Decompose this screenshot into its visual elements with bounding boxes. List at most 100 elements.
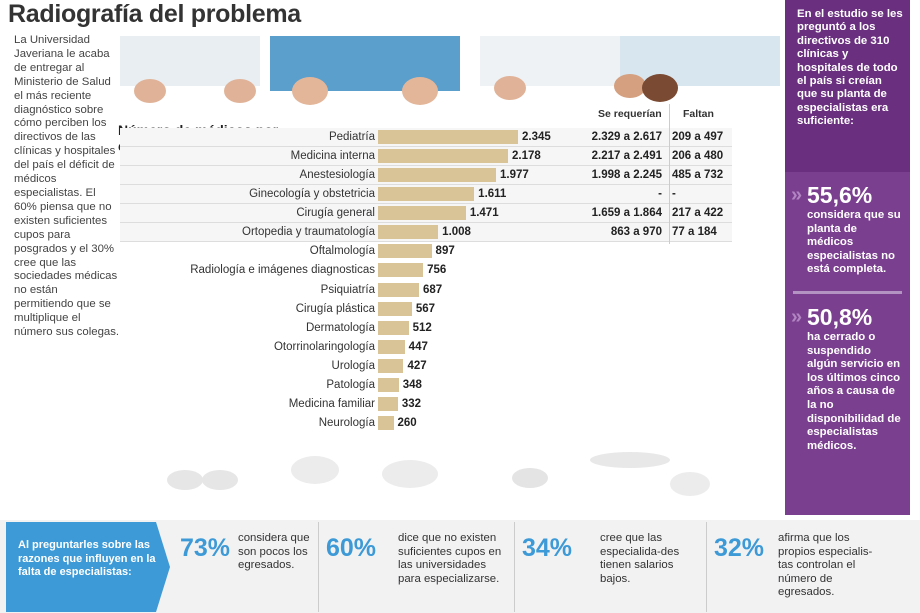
chart-row: Urología 427 [120,357,732,376]
bar [378,396,398,411]
category-label: Dermatología [305,321,375,334]
page-title: Radiografía del problema [8,0,301,28]
category-label: Pediatría [328,131,375,143]
category-label: Cirugía general [296,207,375,220]
reason-item: 34% cree que las especialida-des tienen … [514,522,704,612]
chart-row: Pediatría 2.345 2.329 a 2.617 209 a 497 [120,128,732,147]
bar [378,244,432,259]
study-sidebar: En el estudio se les preguntó a los dire… [785,0,910,515]
header-faltan: Faltan [683,108,714,120]
chart-row: Ginecología y obstetricia 1.611 - - [120,185,732,205]
category-label: Ortopedia y traumatología [242,226,375,239]
chart-row: Psiquiatría 687 [120,281,732,300]
bar [378,282,419,297]
reason-item: 32% afirma que los propios especialis-ta… [706,522,906,612]
value-label: 1.977 [500,169,529,182]
reason-item: 73% considera que son pocos los egresado… [172,522,317,612]
stat-pct: 50,8% [807,303,873,330]
category-label: Oftalmología [309,245,375,258]
header-se-requerian: Se requerían [598,108,662,120]
category-label: Medicina interna [290,150,375,163]
chart-row: Anestesiología 1.977 1.998 a 2.245 485 a 73… [120,166,732,186]
stat-text: ha cerrado o suspendido algún servicio e… [807,330,901,452]
bar [378,168,497,183]
reason-text: dice que no existen suficientes cupos en… [398,532,502,585]
sidebar-intro: En el estudio se les preguntó a los dire… [785,0,910,172]
reason-text: considera que son pocos los egresados. [238,532,310,571]
chart-row: Cirugía plástica 567 [120,300,732,319]
value-label: 567 [415,302,436,315]
missing-cell: 206 a 480 [672,150,724,163]
bar [378,358,404,373]
category-label: Neurología [318,417,375,430]
value-label: 687 [423,283,443,296]
chart-row: Patología 348 [120,376,732,395]
value-label: 756 [427,264,447,277]
value-label: 447 [408,340,428,353]
bar [378,130,518,144]
value-label: 1.471 [469,207,499,220]
value-label: 1.611 [478,188,507,201]
chart-row: Ortopedia y traumatología 1.008 863 a 970 7… [120,223,732,243]
bar [378,339,405,354]
bar [378,377,399,392]
value-label: 2.178 [512,150,541,163]
chart-row: Radiología e imágenes diagnosticas 756 [120,261,732,280]
doctors-feet-photo [167,452,710,496]
chart-row: Medicina familiar 332 [120,395,732,414]
required-cell: 2.329 a 2.617 [591,131,662,143]
reason-pct: 34% [522,534,573,562]
category-label: Anestesiología [299,169,375,182]
required-cell: 863 a 970 [610,226,662,239]
value-label: 1.008 [442,226,471,239]
stat-pct: 55,6% [807,182,873,208]
bar [378,225,439,240]
bar [378,187,475,202]
category-label: Ginecología y obstetricia [249,188,375,201]
table-divider [669,104,670,244]
stat-item: » 55,6% considera que su planta de médic… [785,172,910,277]
chart-row: Neurología 260 [120,414,732,433]
stat-text: considera que su planta de médicos espec… [807,209,901,276]
value-label: 2.345 [522,131,551,143]
category-label: Otorrinolaringología [273,340,375,353]
chevron-right-icon: » [791,184,803,206]
bar [378,301,412,316]
intro-text: La Universidad Javeriana le acaba de ent… [14,34,120,339]
divider [514,522,515,612]
missing-cell: 209 a 497 [672,131,724,143]
required-cell: 2.217 a 2.491 [591,150,662,163]
doctors-photo [120,36,780,105]
divider [706,522,707,612]
bar [378,149,509,164]
value-label: 260 [397,417,417,430]
chart-row: Cirugía general 1.471 1.659 a 1.864 217 a 4… [120,204,732,224]
chart-row: Oftalmología 897 [120,242,732,261]
stat-item: » 50,8% ha cerrado o suspendido algún se… [785,294,910,453]
missing-cell: 77 a 184 [672,226,717,239]
category-label: Radiología e imágenes diagnosticas [190,264,375,277]
missing-cell: 485 a 732 [672,169,724,182]
reason-item: 60% dice que no existen suficientes cupo… [318,522,513,612]
required-cell: - [658,188,662,201]
missing-cell: 217 a 422 [672,207,724,220]
value-label: 348 [402,378,422,391]
missing-cell: - [672,188,676,201]
bar [378,263,424,278]
value-label: 512 [412,321,432,334]
reason-pct: 73% [180,534,231,562]
reason-pct: 32% [714,534,765,562]
bar [378,320,409,335]
reason-text: afirma que los propios especialis-tas co… [778,532,873,598]
chevron-right-icon: » [791,305,803,328]
category-label: Patología [326,378,375,391]
divider [318,522,319,612]
reasons-lead: Al preguntarles sobre las razones que in… [18,539,156,578]
reasons-lead-arrow: Al preguntarles sobre las razones que in… [6,522,170,612]
bar [378,416,394,431]
value-label: 897 [435,245,455,258]
chart-row: Otorrinolaringología 447 [120,338,732,357]
required-cell: 1.998 a 2.245 [591,169,662,182]
value-label: 332 [401,397,421,410]
reason-pct: 60% [326,534,377,562]
